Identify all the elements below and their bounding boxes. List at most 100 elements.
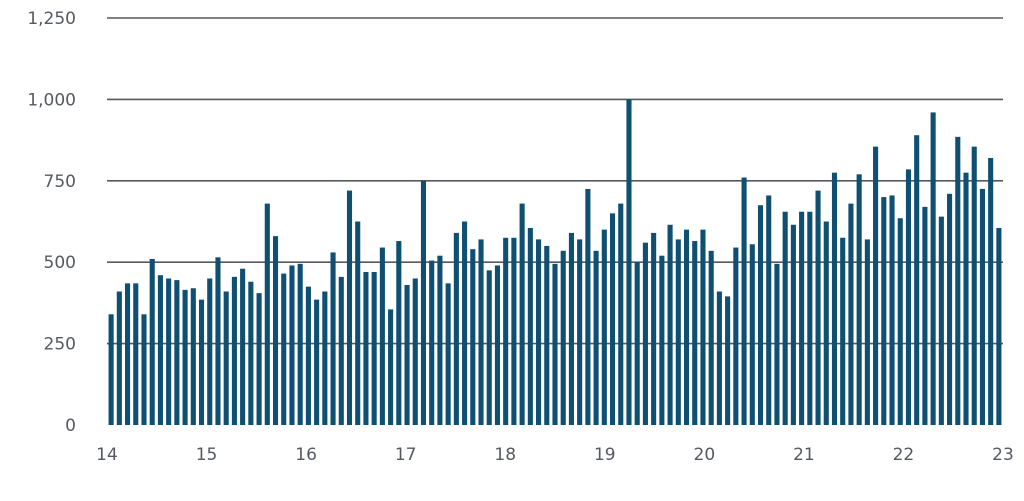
- bar-25: [314, 299, 320, 425]
- bar-88: [831, 172, 838, 425]
- bar-11: [198, 299, 205, 425]
- bar-96: [897, 218, 903, 425]
- bar-7: [166, 278, 172, 425]
- bar-0: [108, 314, 114, 425]
- bar-56: [568, 232, 574, 425]
- bar-46: [486, 270, 492, 425]
- x-tick-label-15: 15: [196, 445, 218, 465]
- bar-93: [873, 146, 879, 426]
- bar-107: [988, 158, 994, 425]
- bar-10: [190, 288, 196, 425]
- x-tick-label-18: 18: [494, 445, 516, 465]
- bar-104: [963, 172, 969, 425]
- bar-91: [856, 174, 862, 425]
- bar-60: [601, 229, 607, 425]
- bar-89: [840, 237, 846, 425]
- bar-81: [774, 263, 780, 425]
- bar-15: [231, 276, 237, 425]
- bar-55: [560, 250, 566, 425]
- bar-106: [979, 188, 985, 425]
- bar-3: [133, 283, 139, 425]
- bar-108: [996, 228, 1002, 425]
- bar-105: [971, 146, 977, 426]
- x-axis-tick-labels: 14 15 16 17 18 19 20 21 22 23: [96, 445, 1014, 465]
- bar-58: [585, 188, 591, 425]
- bar-75: [725, 296, 731, 425]
- bar-101: [938, 216, 944, 425]
- x-tick-label-19: 19: [594, 445, 616, 465]
- bar-18: [256, 293, 262, 425]
- bar-79: [757, 205, 764, 425]
- bar-102: [947, 193, 953, 425]
- x-tick-label-20: 20: [694, 445, 716, 465]
- bar-29: [346, 190, 353, 425]
- y-tick-label-750: 750: [44, 172, 76, 192]
- bar-78: [749, 244, 755, 425]
- bar-97: [905, 169, 912, 425]
- bar-63: [626, 99, 632, 426]
- bar-69: [675, 239, 681, 425]
- bar-31: [363, 271, 369, 425]
- x-tick-label-14: 14: [96, 445, 118, 465]
- bar-68: [667, 224, 673, 425]
- bars: [108, 99, 1002, 426]
- bar-64: [634, 262, 640, 425]
- bar-45: [478, 239, 484, 425]
- bar-21: [281, 273, 287, 425]
- bar-39: [429, 260, 435, 425]
- gridlines: [107, 17, 1003, 345]
- bar-80: [766, 195, 772, 425]
- bar-51: [527, 228, 533, 425]
- bar-22: [289, 265, 295, 425]
- bar-6: [157, 275, 163, 425]
- bar-30: [355, 221, 361, 425]
- bar-62: [618, 203, 624, 425]
- bar-76: [733, 247, 739, 425]
- bar-95: [889, 195, 895, 425]
- bar-94: [881, 197, 887, 425]
- bar-82: [782, 211, 788, 425]
- y-tick-label-1000: 1,000: [27, 90, 76, 110]
- bar-61: [609, 213, 616, 425]
- bar-28: [338, 276, 344, 425]
- bar-40: [437, 255, 443, 425]
- y-tick-label-500: 500: [44, 253, 76, 273]
- bar-19: [264, 203, 270, 425]
- bar-17: [248, 281, 254, 425]
- bar-65: [642, 242, 648, 425]
- bar-20: [272, 236, 279, 425]
- x-tick-label-17: 17: [395, 445, 417, 465]
- bar-86: [815, 190, 821, 425]
- bar-16: [240, 268, 246, 425]
- bar-23: [297, 263, 303, 425]
- bar-100: [930, 112, 936, 426]
- bar-74: [716, 291, 722, 425]
- bar-90: [848, 203, 854, 425]
- bar-44: [470, 249, 476, 425]
- bar-37: [412, 278, 418, 425]
- bar-71: [692, 241, 698, 425]
- bar-98: [914, 135, 920, 425]
- bar-83: [790, 224, 796, 425]
- bar-66: [651, 232, 657, 425]
- bar-2: [125, 283, 131, 425]
- bar-48: [503, 237, 509, 425]
- y-tick-label-0: 0: [65, 416, 76, 436]
- bar-59: [593, 250, 599, 425]
- bar-12: [207, 278, 213, 425]
- bar-85: [807, 211, 813, 425]
- bar-8: [174, 280, 180, 425]
- bar-38: [420, 180, 427, 425]
- bar-84: [799, 211, 805, 425]
- bar-53: [544, 245, 550, 425]
- bar-41: [445, 283, 451, 425]
- bar-9: [182, 289, 188, 425]
- y-tick-label-1250: 1,250: [27, 9, 76, 29]
- bar-27: [330, 252, 336, 425]
- bar-42: [453, 232, 459, 425]
- bar-67: [659, 255, 665, 425]
- bar-54: [552, 263, 558, 425]
- bar-36: [404, 284, 410, 425]
- bar-87: [823, 221, 829, 425]
